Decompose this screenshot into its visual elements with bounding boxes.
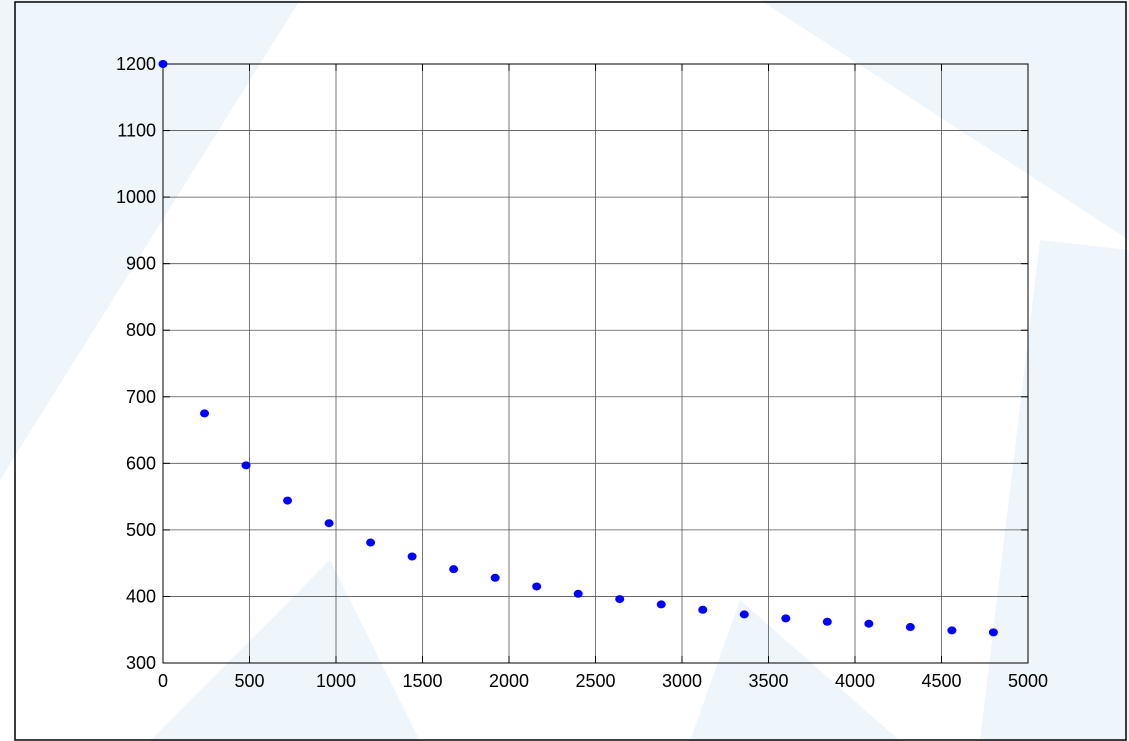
data-point (698, 605, 708, 614)
x-tick-label: 2500 (575, 671, 615, 691)
data-point (407, 552, 417, 561)
outer-frame (14, 1, 1127, 741)
data-point (241, 461, 251, 470)
axis-ticks (162, 63, 1029, 664)
y-tick-label: 800 (126, 320, 156, 340)
y-tick-labels: 300 400 500 600 700 800 900 1000 1100 1200 (116, 54, 156, 673)
data-point (739, 610, 749, 619)
data-point (283, 496, 293, 505)
y-tick-label: 900 (126, 254, 156, 274)
data-point (200, 409, 210, 418)
y-tick-label: 600 (126, 453, 156, 473)
data-point (324, 519, 334, 528)
x-tick-label: 4500 (921, 671, 961, 691)
watermark-shape-right (760, 0, 1129, 240)
watermark-shape-left (0, 0, 300, 480)
data-point (905, 623, 915, 632)
y-tick-label: 1100 (117, 121, 156, 141)
x-tick-labels: 0 500 1000 1500 2000 2500 3000 3500 4000 4500 5000 (158, 671, 1048, 691)
data-points (158, 60, 998, 637)
data-point (864, 619, 874, 628)
data-point (158, 60, 168, 68)
data-point (490, 573, 500, 582)
x-tick-label: 0 (158, 671, 168, 691)
data-point (615, 595, 625, 604)
y-tick-label: 500 (126, 520, 156, 540)
y-tick-label: 300 (126, 653, 156, 673)
data-point (366, 538, 376, 547)
y-tick-label: 400 (126, 586, 156, 606)
x-tick-label: 500 (234, 671, 264, 691)
x-tick-label: 1500 (402, 671, 442, 691)
data-point (947, 626, 957, 635)
y-tick-label: 700 (126, 387, 156, 407)
watermark-shape-center (690, 600, 900, 741)
watermark-shape-bottom-right (980, 240, 1129, 741)
data-point (532, 582, 542, 591)
x-tick-label: 3000 (662, 671, 702, 691)
x-tick-label: 3500 (748, 671, 788, 691)
y-tick-label: 1200 (116, 54, 156, 74)
x-tick-label: 2000 (489, 671, 529, 691)
x-tick-label: 5000 (1008, 671, 1048, 691)
data-point (781, 614, 791, 623)
x-tick-label: 1000 (316, 671, 356, 691)
data-point (988, 628, 998, 637)
data-point (822, 617, 832, 626)
plot-area-frame (162, 63, 1029, 664)
data-point (449, 565, 459, 574)
watermark-shape-bottom (150, 560, 420, 741)
data-point (656, 600, 666, 609)
x-tick-label: 4000 (835, 671, 875, 691)
data-point (573, 589, 583, 598)
y-tick-label: 1000 (116, 187, 156, 207)
